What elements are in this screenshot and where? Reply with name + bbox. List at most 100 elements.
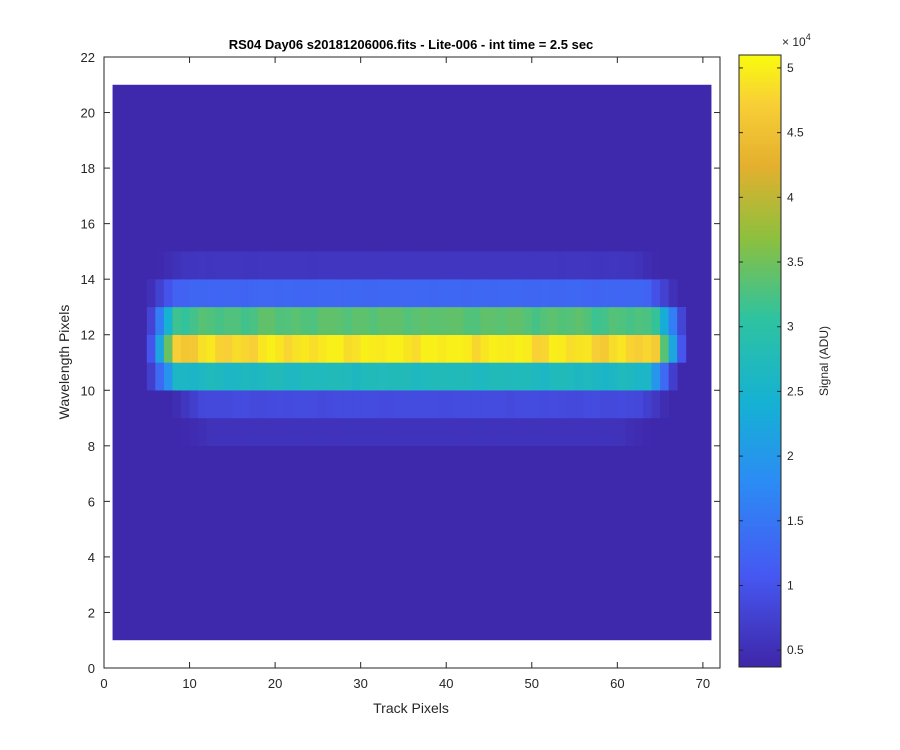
heatmap-cell (583, 418, 593, 447)
heatmap-cell (574, 334, 584, 363)
heatmap-cell (566, 362, 575, 391)
heatmap-cell (232, 362, 242, 391)
heatmap-cell (489, 418, 498, 447)
heatmap-cell (420, 306, 430, 335)
heatmap-cell (480, 334, 490, 363)
heatmap-cell (377, 306, 387, 335)
heatmap-cell (266, 418, 276, 447)
heatmap-cell (386, 334, 396, 363)
heatmap-cell (189, 362, 199, 391)
heatmap-cell (300, 251, 310, 280)
heatmap-cell (583, 279, 593, 308)
heatmap-cell (335, 306, 344, 335)
heatmap-cell (557, 251, 567, 280)
heatmap-cell (574, 251, 584, 280)
heatmap-cell (275, 362, 285, 391)
heatmap-cell (463, 279, 473, 308)
heatmap-cell (249, 279, 259, 308)
heatmap-cell (548, 251, 558, 280)
heatmap-cell (523, 362, 533, 391)
heatmap-cell (232, 306, 242, 335)
heatmap-cell (617, 334, 627, 363)
heatmap-cell (643, 418, 652, 447)
heatmap-cell (608, 306, 618, 335)
heatmap-cell (548, 306, 558, 335)
heatmap-cell (317, 418, 327, 447)
y-tick-label: 0 (88, 661, 95, 676)
heatmap-cell (335, 390, 344, 419)
heatmap-cell (429, 251, 439, 280)
heatmap-cell (309, 306, 319, 335)
heatmap-cell (600, 279, 610, 308)
colorbar-label: Signal (ADU) (817, 326, 831, 396)
heatmap-cell (617, 390, 627, 419)
heatmap-cell (300, 418, 310, 447)
colorbar-tick-label: 3 (787, 320, 794, 334)
heatmap-cell (403, 251, 413, 280)
heatmap-cell (583, 362, 593, 391)
heatmap-cell (480, 390, 490, 419)
heatmap-cell (275, 251, 285, 280)
heatmap-cell (275, 390, 285, 419)
heatmap-cell (198, 334, 208, 363)
colorbar-tick-label: 4 (787, 190, 794, 204)
heatmap-cell (258, 362, 267, 391)
heatmap-cell (497, 390, 507, 419)
heatmap-cell (446, 334, 456, 363)
heatmap-cell (437, 390, 447, 419)
heatmap-cell (369, 362, 379, 391)
heatmap-cell (412, 418, 421, 447)
heatmap-cell (625, 279, 635, 308)
heatmap-cell (429, 362, 439, 391)
heatmap-cell (412, 334, 421, 363)
heatmap-cell (643, 334, 652, 363)
heatmap-cell (557, 362, 567, 391)
heatmap-cell (480, 418, 490, 447)
heatmap-cell (223, 418, 233, 447)
heatmap-cell (377, 418, 387, 447)
heatmap-cell (283, 362, 293, 391)
heatmap-cell (181, 306, 190, 335)
heatmap-cell (471, 334, 481, 363)
heatmap-cell (386, 390, 396, 419)
heatmap-cell (420, 390, 430, 419)
heatmap-cell (497, 418, 507, 447)
heatmap-cell (232, 390, 242, 419)
heatmap-cell (506, 279, 516, 308)
heatmap-cell (643, 390, 652, 419)
heatmap-cell (232, 334, 242, 363)
heatmap-cell (497, 251, 507, 280)
heatmap-cell (206, 251, 216, 280)
heatmap-cell (651, 251, 661, 280)
heatmap-cell (489, 306, 498, 335)
heatmap-cell (608, 390, 618, 419)
heatmap-cell (412, 390, 421, 419)
heatmap-cell (283, 390, 293, 419)
heatmap-cell (643, 279, 652, 308)
heatmap-cell (223, 334, 233, 363)
heatmap-cell (275, 279, 285, 308)
heatmap-cell (506, 362, 516, 391)
colorbar-exponent-power: 4 (806, 32, 811, 42)
heatmap-cell (377, 251, 387, 280)
heatmap-cell (497, 334, 507, 363)
heatmap-cell (206, 279, 216, 308)
heatmap-cell (189, 251, 199, 280)
heatmap-cell (369, 306, 379, 335)
heatmap-cell (266, 306, 276, 335)
heatmap-cell (394, 390, 404, 419)
heatmap-cell (454, 390, 464, 419)
heatmap-cell (634, 306, 644, 335)
heatmap-cell (634, 334, 644, 363)
heatmap-cell (335, 418, 344, 447)
heatmap-cell (300, 362, 310, 391)
heatmap-cell (146, 362, 156, 391)
chart-title: RS04 Day06 s20181206006.fits - Lite-006 … (229, 37, 594, 52)
heatmap-cell (446, 362, 456, 391)
heatmap-cell (403, 390, 413, 419)
heatmap-cell (471, 418, 481, 447)
heatmap-cell (283, 418, 293, 447)
heatmap-cell (489, 251, 498, 280)
heatmap-cell (198, 362, 208, 391)
